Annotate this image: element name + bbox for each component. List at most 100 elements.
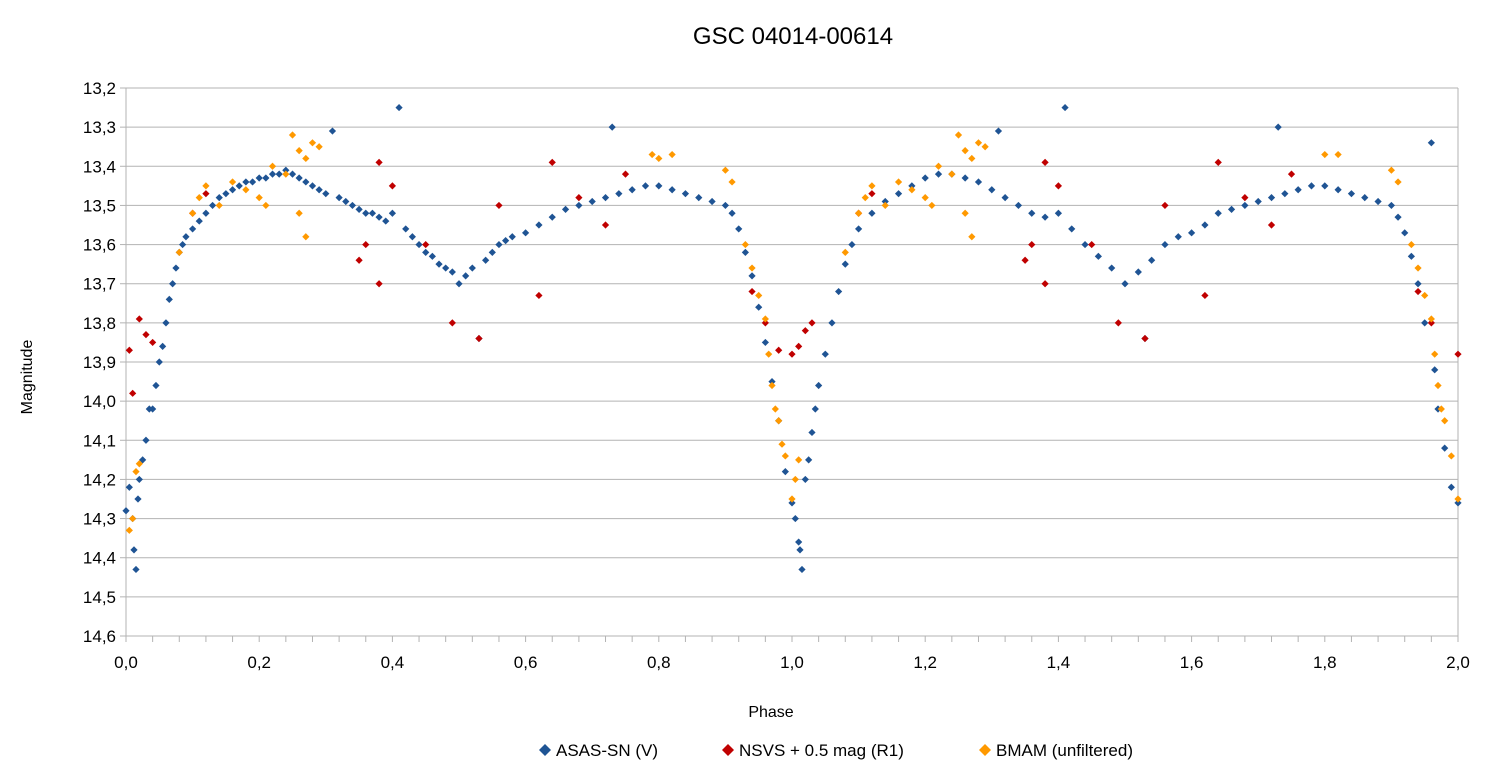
data-point-series-0 xyxy=(132,565,140,574)
data-point-series-0 xyxy=(808,428,816,437)
grid-lines xyxy=(125,87,1459,637)
data-point-series-2 xyxy=(721,166,729,174)
y-tick-label: 14,0 xyxy=(83,392,116,411)
data-point-series-0 xyxy=(1401,229,1409,237)
data-point-series-0 xyxy=(741,248,749,256)
data-point-series-0 xyxy=(428,252,436,260)
data-point-series-2 xyxy=(868,182,876,190)
y-tick-label: 14,4 xyxy=(83,549,116,568)
data-point-series-1 xyxy=(535,291,543,300)
data-point-series-1 xyxy=(1054,182,1062,190)
data-point-series-1 xyxy=(775,346,783,354)
data-point-series-2 xyxy=(648,150,656,159)
data-point-series-2 xyxy=(778,440,786,448)
data-point-series-2 xyxy=(1441,417,1449,425)
data-point-series-0 xyxy=(795,538,803,546)
data-point-series-2 xyxy=(262,201,270,210)
data-point-series-0 xyxy=(179,240,187,249)
legend-marker xyxy=(979,744,991,756)
data-point-series-2 xyxy=(1407,240,1415,249)
data-point-series-0 xyxy=(608,123,616,131)
data-point-series-0 xyxy=(695,194,703,202)
data-point-series-1 xyxy=(601,221,610,229)
data-point-series-1 xyxy=(1161,201,1169,210)
data-point-series-1 xyxy=(1241,194,1249,202)
data-points xyxy=(122,103,1462,574)
data-point-series-0 xyxy=(488,248,496,256)
data-point-series-0 xyxy=(1307,182,1316,190)
data-point-series-0 xyxy=(974,178,983,186)
data-point-series-2 xyxy=(741,240,749,249)
data-point-series-0 xyxy=(1061,103,1069,112)
data-point-series-2 xyxy=(861,194,869,202)
axis-ticks: 13,2 13,3 13,4 13,5 13,6 13,7 13,8 13,9 14,0 14,1… xyxy=(83,79,1470,672)
data-point-series-0 xyxy=(994,127,1003,135)
data-point-series-0 xyxy=(134,495,142,503)
y-tick-label: 13,9 xyxy=(83,353,116,372)
data-point-series-0 xyxy=(288,170,297,178)
y-tick-label: 14,5 xyxy=(83,588,116,607)
data-point-series-0 xyxy=(791,514,799,523)
legend-marker xyxy=(539,744,551,756)
data-point-series-2 xyxy=(775,417,783,425)
data-point-series-0 xyxy=(721,201,729,210)
data-point-series-0 xyxy=(628,186,636,194)
data-point-series-0 xyxy=(1188,229,1196,237)
legend: ASAS-SN (V) NSVS + 0.5 mag (R1) BMAM (unfi… xyxy=(539,741,1133,760)
data-point-series-2 xyxy=(755,291,763,300)
data-point-series-0 xyxy=(422,248,430,256)
data-point-series-2 xyxy=(288,131,297,139)
y-tick-label: 13,6 xyxy=(83,236,116,255)
data-point-series-2 xyxy=(934,162,943,170)
data-point-series-0 xyxy=(548,213,556,221)
data-point-series-2 xyxy=(195,194,203,202)
data-point-series-0 xyxy=(522,229,530,237)
data-point-series-0 xyxy=(152,381,160,390)
data-point-series-1 xyxy=(202,190,210,198)
data-point-series-0 xyxy=(142,436,150,444)
data-point-series-0 xyxy=(125,483,133,491)
chart-title: GSC 04014-00614 xyxy=(693,23,893,50)
data-point-series-0 xyxy=(1148,256,1156,264)
data-point-series-2 xyxy=(781,452,789,460)
data-point-series-0 xyxy=(535,221,543,229)
data-point-series-1 xyxy=(375,280,383,288)
data-point-series-0 xyxy=(255,174,263,182)
x-tick-label: 0,2 xyxy=(247,653,271,672)
data-point-series-0 xyxy=(1347,190,1356,198)
data-point-series-2 xyxy=(1421,291,1429,300)
data-point-series-0 xyxy=(1254,197,1262,206)
data-point-series-0 xyxy=(189,225,197,233)
data-point-series-0 xyxy=(455,280,463,288)
data-point-series-0 xyxy=(382,217,390,225)
data-point-series-1 xyxy=(448,319,456,327)
data-point-series-0 xyxy=(248,178,257,186)
data-point-series-1 xyxy=(1287,170,1296,178)
data-point-series-2 xyxy=(961,147,969,155)
y-axis-label: Magnitude xyxy=(19,340,36,415)
data-point-series-2 xyxy=(1437,405,1445,413)
data-point-series-0 xyxy=(348,201,357,210)
data-point-series-2 xyxy=(1447,452,1455,460)
data-point-series-2 xyxy=(954,131,963,139)
data-point-series-0 xyxy=(1041,213,1049,221)
data-point-series-0 xyxy=(1431,366,1439,374)
x-tick-label: 0,4 xyxy=(381,653,405,672)
data-point-series-2 xyxy=(921,194,929,202)
data-point-series-1 xyxy=(475,334,483,343)
x-tick-label: 2,0 xyxy=(1446,653,1470,672)
data-point-series-0 xyxy=(322,190,330,198)
data-point-series-0 xyxy=(435,260,443,268)
data-point-series-0 xyxy=(1407,252,1415,260)
data-point-series-0 xyxy=(1334,186,1342,194)
data-point-series-0 xyxy=(755,303,763,311)
y-tick-label: 13,4 xyxy=(83,157,116,176)
y-tick-label: 13,8 xyxy=(83,314,116,333)
data-point-series-2 xyxy=(1434,381,1442,390)
data-point-series-2 xyxy=(765,350,773,358)
data-point-series-2 xyxy=(841,248,849,256)
data-point-series-0 xyxy=(375,213,383,221)
data-point-series-2 xyxy=(974,139,983,147)
data-point-series-0 xyxy=(149,405,157,413)
data-point-series-0 xyxy=(801,475,809,484)
